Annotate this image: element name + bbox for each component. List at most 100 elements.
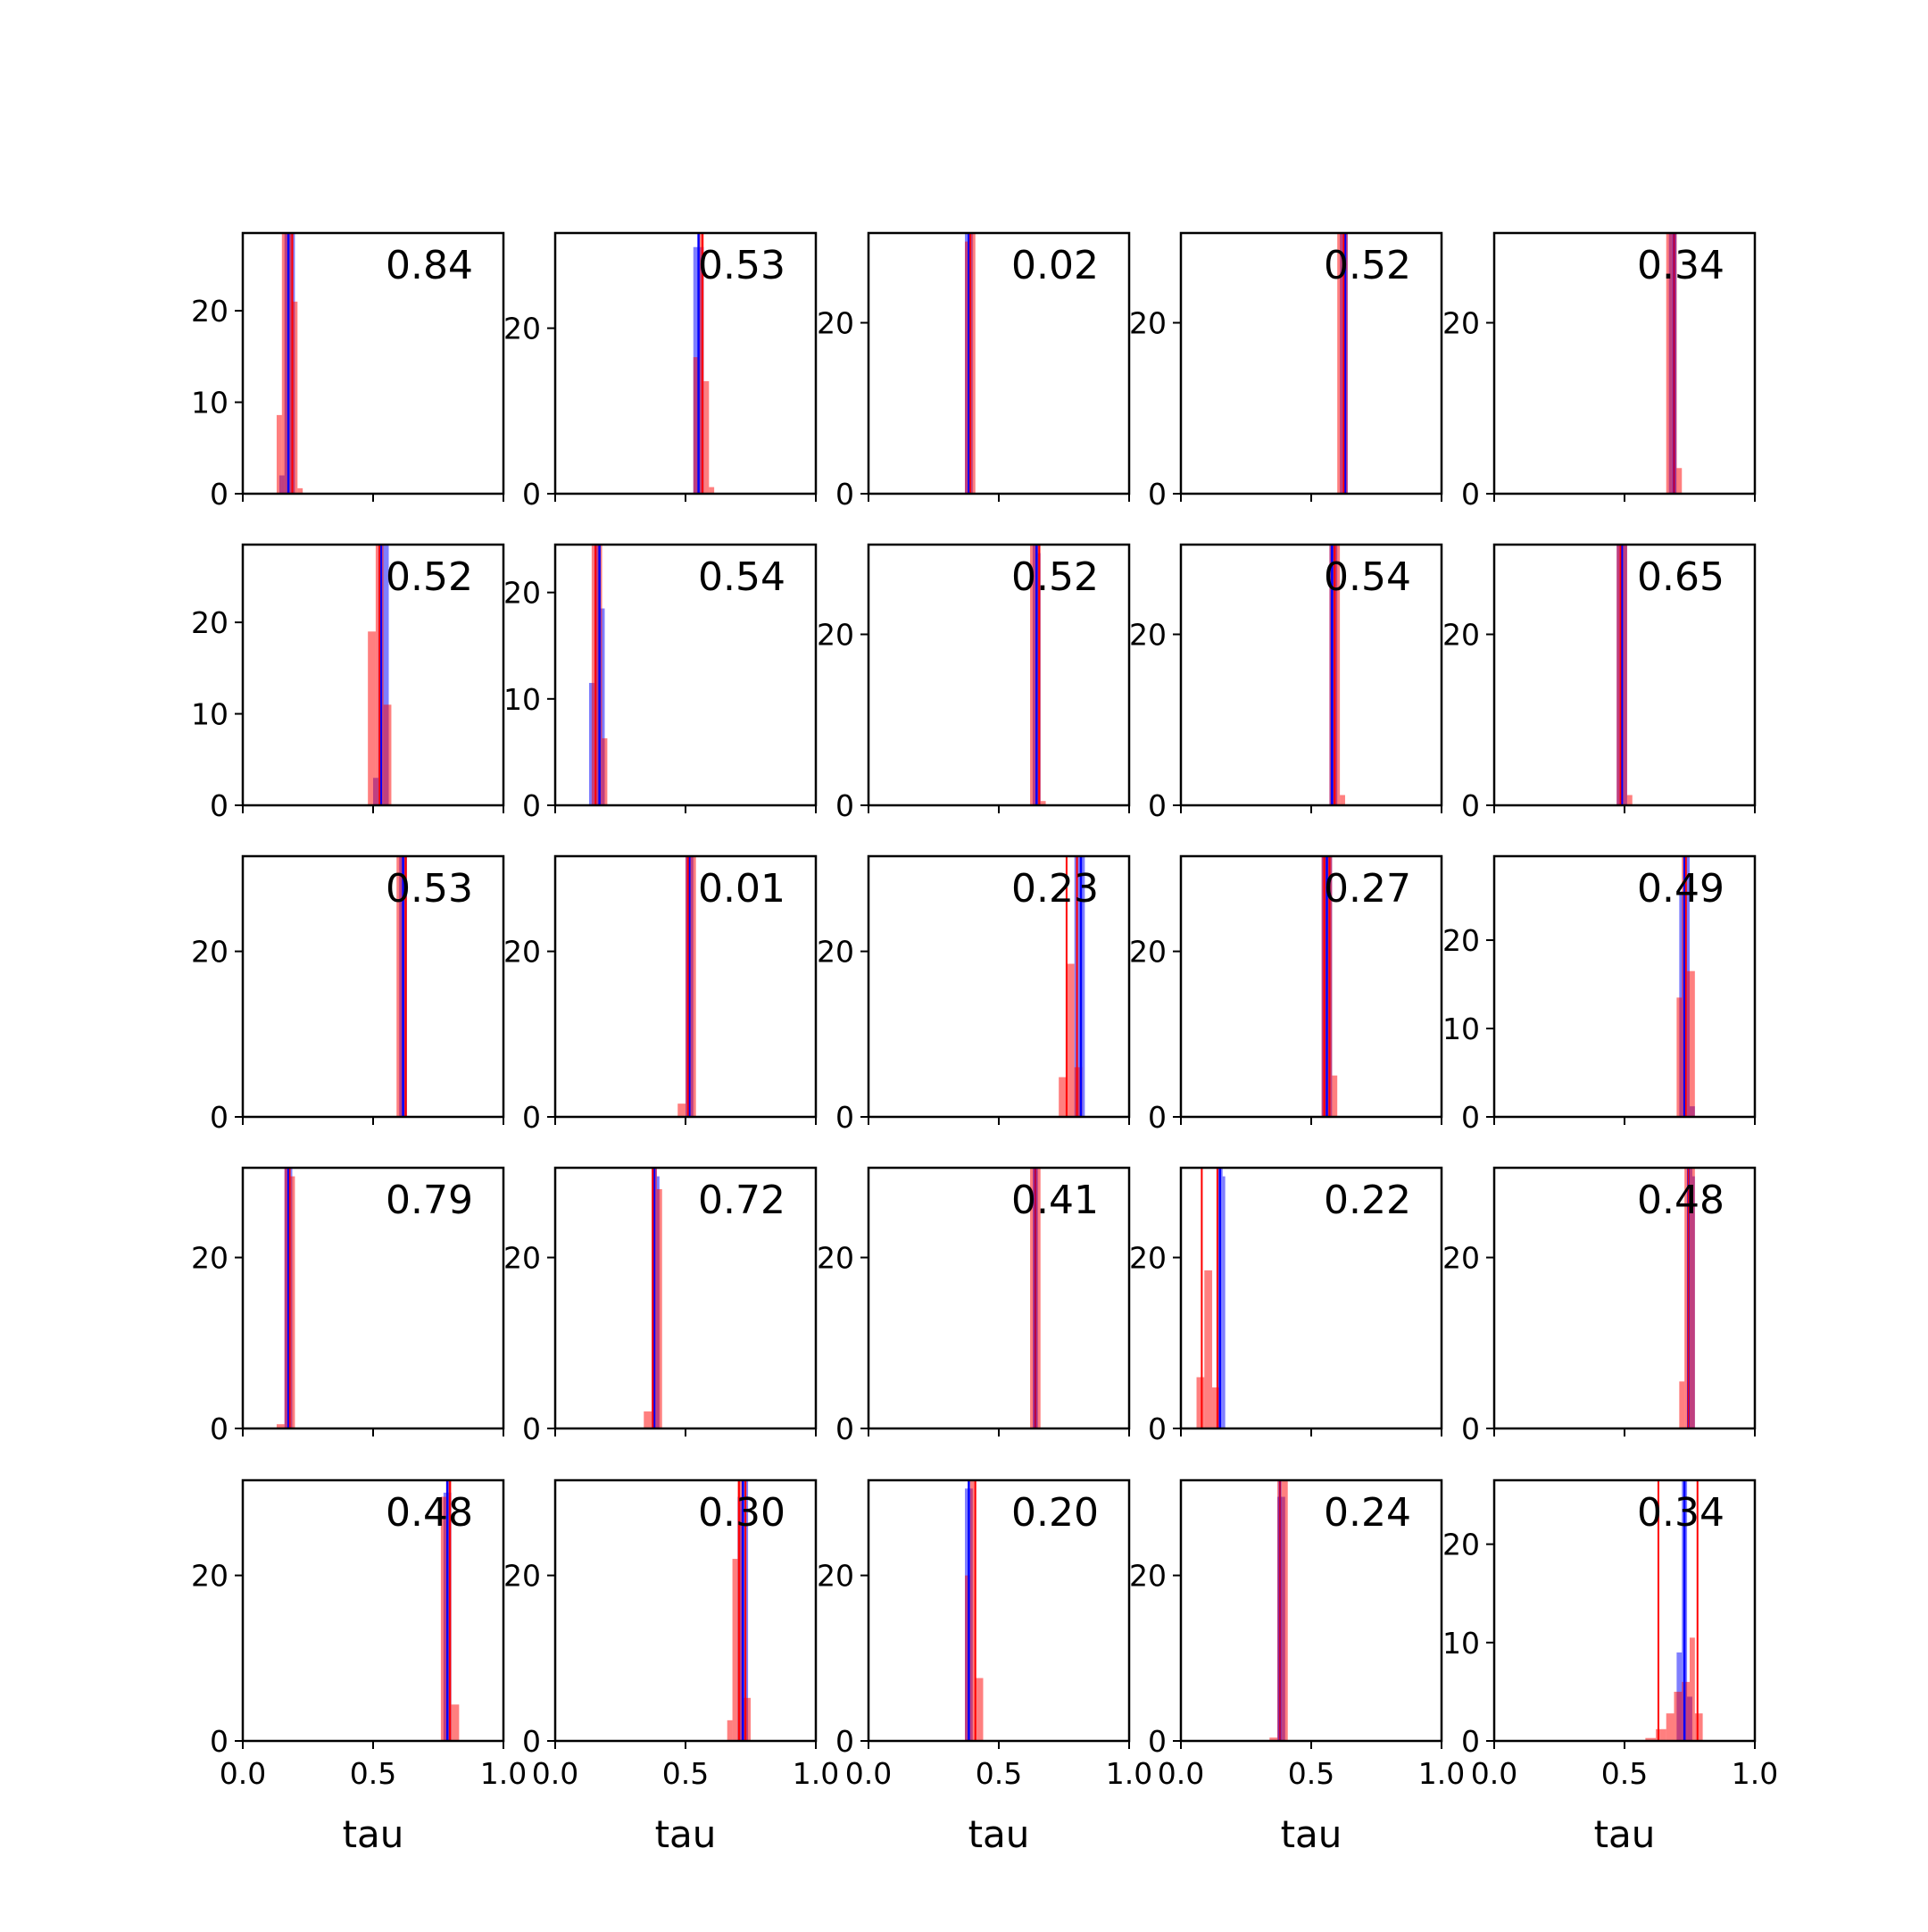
- x-tick-label: 1.0: [793, 1756, 839, 1791]
- y-tick-label: 0: [522, 477, 541, 512]
- panel-annotation: 0.27: [1324, 866, 1411, 912]
- panel-4-2: 0 20 0.72: [503, 1166, 818, 1446]
- y-tick-label: 20: [1442, 618, 1480, 653]
- histogram-bar-red: [1204, 1270, 1213, 1428]
- y-tick-label: 20: [503, 312, 541, 346]
- panel-annotation: 0.48: [1637, 1178, 1724, 1223]
- histogram-bar-red: [727, 1720, 733, 1741]
- panel-4-5: 0 20 0.48: [1442, 1166, 1757, 1446]
- histogram-bar-red: [368, 631, 376, 805]
- panel-annotation: 0.54: [698, 554, 785, 600]
- histogram-bar-red: [1694, 1713, 1703, 1741]
- histogram-bar-red: [440, 1496, 446, 1741]
- y-tick-label: 0: [835, 1724, 854, 1759]
- panel-annotation: 0.53: [698, 243, 785, 288]
- histogram-bar-red: [1212, 1387, 1220, 1428]
- histogram-bar-red: [965, 1575, 970, 1741]
- histogram-bar-red: [975, 1678, 984, 1741]
- y-tick-label: 20: [1442, 923, 1480, 958]
- x-tick-label: 0.0: [220, 1756, 266, 1791]
- panel-annotation: 0.22: [1324, 1178, 1411, 1223]
- histogram-bar-red: [287, 233, 293, 494]
- histogram-bar-red: [591, 545, 597, 805]
- y-tick-label: 20: [1442, 306, 1480, 341]
- histogram-bar-red: [1030, 1168, 1035, 1428]
- panel-annotation: 0.30: [698, 1490, 785, 1536]
- panel-annotation: 0.48: [386, 1490, 473, 1536]
- x-axis-label: tau: [343, 1812, 404, 1856]
- histogram-bar-red: [965, 241, 970, 494]
- y-tick-label: 20: [817, 1559, 854, 1594]
- histogram-bar-red: [1626, 795, 1633, 805]
- histogram-bar-red: [690, 856, 696, 1117]
- histogram-bar-red: [284, 1168, 290, 1428]
- panel-annotation: 0.34: [1637, 243, 1724, 288]
- histogram-bar-red: [644, 1411, 652, 1428]
- histogram-bar-blue: [1079, 856, 1085, 1117]
- histogram-bar-red: [703, 380, 710, 494]
- y-tick-label: 0: [835, 788, 854, 823]
- y-tick-label: 0: [210, 1100, 229, 1135]
- histogram-bar-red: [1040, 801, 1046, 805]
- y-tick-label: 10: [191, 697, 229, 732]
- histogram-bar-red: [1035, 1168, 1041, 1428]
- histogram-bar-red: [402, 856, 407, 1117]
- histogram-bar-red: [1682, 1681, 1690, 1741]
- histogram-bar-blue: [599, 608, 605, 805]
- y-tick-label: 20: [817, 306, 854, 341]
- histogram-bar-red: [1666, 233, 1672, 494]
- histogram-bar-red: [602, 737, 608, 805]
- histogram-bar-red: [709, 487, 715, 494]
- x-tick-label: 0.5: [1288, 1756, 1334, 1791]
- y-tick-label: 10: [503, 682, 541, 717]
- histogram-bar-red: [1687, 970, 1695, 1117]
- histogram-bar-red: [1269, 1737, 1278, 1741]
- y-tick-label: 20: [1129, 618, 1167, 653]
- panel-annotation: 0.52: [1011, 554, 1099, 600]
- histogram-bar-red: [743, 1697, 751, 1741]
- x-tick-label: 0.5: [350, 1756, 396, 1791]
- histogram-bar-red: [1679, 1381, 1685, 1428]
- y-tick-label: 0: [1461, 1100, 1480, 1135]
- y-tick-label: 0: [835, 477, 854, 512]
- y-tick-label: 0: [522, 788, 541, 823]
- panel-5-4: 0 20 0.0 0.5 1.0 0.24 tau: [1129, 1478, 1465, 1856]
- histogram-bar-red: [1622, 545, 1627, 805]
- y-tick-label: 10: [191, 386, 229, 421]
- histogram-bar-red: [1332, 1075, 1338, 1117]
- histogram-bar-red: [445, 1480, 452, 1741]
- x-axis-label: tau: [655, 1812, 717, 1856]
- y-tick-label: 20: [503, 576, 541, 611]
- y-tick-label: 0: [522, 1724, 541, 1759]
- x-tick-label: 0.5: [662, 1756, 709, 1791]
- y-tick-label: 20: [817, 618, 854, 653]
- y-tick-label: 20: [503, 935, 541, 970]
- panel-4-3: 0 20 0.41: [817, 1166, 1131, 1446]
- y-tick-label: 0: [1148, 788, 1167, 823]
- histogram-bar-red: [292, 301, 298, 494]
- histogram-bar-red: [969, 1480, 976, 1741]
- histogram-bar-red: [396, 856, 403, 1117]
- histogram-bar-red: [737, 1480, 744, 1741]
- histogram-bar-red: [297, 487, 303, 494]
- histogram-bar-red: [1340, 795, 1345, 805]
- y-tick-label: 20: [817, 935, 854, 970]
- y-tick-label: 0: [522, 1100, 541, 1135]
- x-tick-label: 0.0: [845, 1756, 892, 1791]
- histogram-bar-red: [1282, 1480, 1288, 1741]
- panel-2-5: 0 20 0.65: [1442, 543, 1757, 823]
- histogram-bar-red: [969, 233, 976, 494]
- panel-1-1: 0 10 20 0.84: [191, 231, 505, 512]
- histogram-bar-red: [1334, 545, 1341, 805]
- y-tick-label: 0: [210, 1724, 229, 1759]
- y-tick-label: 0: [1461, 1412, 1480, 1446]
- y-tick-label: 0: [835, 1100, 854, 1135]
- histogram-bar-red: [289, 1176, 295, 1428]
- y-tick-label: 20: [1442, 1241, 1480, 1276]
- histogram-bar-red: [1196, 1377, 1205, 1428]
- histogram-bar-red: [1656, 1728, 1666, 1741]
- y-tick-label: 10: [1442, 1626, 1480, 1661]
- panel-5-5: 0 10 20 0.0 0.5 1.0 0.34 tau: [1442, 1478, 1778, 1856]
- panel-annotation: 0.34: [1637, 1490, 1724, 1536]
- y-tick-label: 0: [1148, 1412, 1167, 1446]
